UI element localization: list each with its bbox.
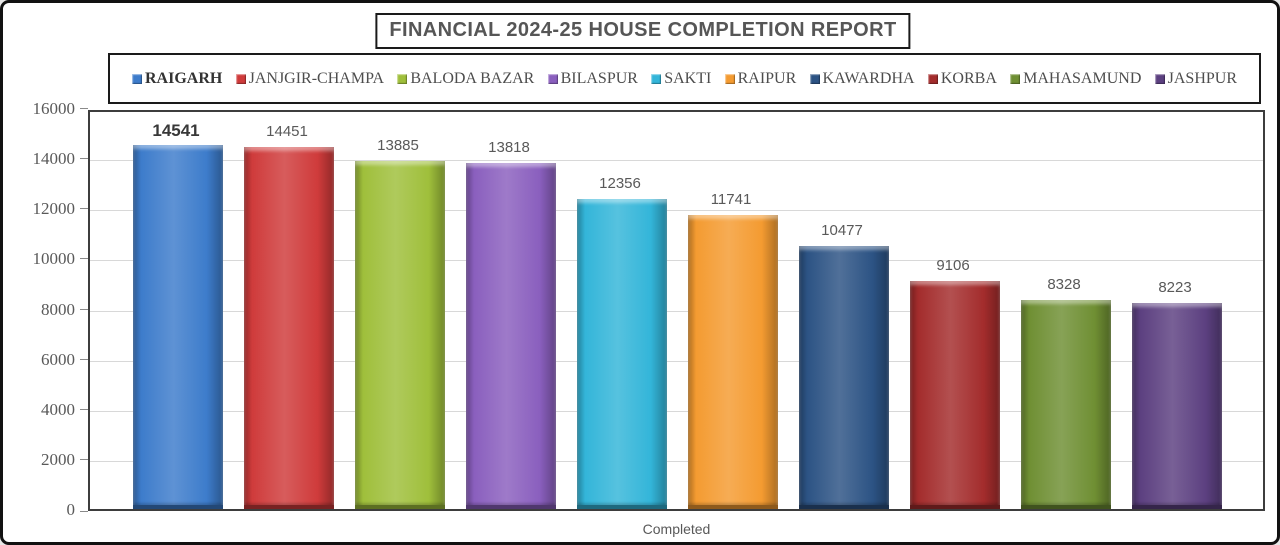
legend-swatch-icon <box>927 73 938 84</box>
y-tick-label: 12000 <box>32 199 76 219</box>
legend-swatch-icon <box>1154 73 1165 84</box>
plot-area <box>88 110 1265 511</box>
legend-item-raigarh: RAIGARH <box>132 70 222 88</box>
legend-swatch-icon <box>235 73 246 84</box>
y-tick-label: 8000 <box>41 299 75 319</box>
y-axis-tick <box>80 258 88 260</box>
y-tick-label: 4000 <box>41 399 75 419</box>
y-axis-tick <box>80 108 88 109</box>
y-tick-label: 10000 <box>32 249 76 269</box>
bar-janjgir-champa <box>244 147 334 509</box>
legend-label: SAKTI <box>664 69 712 87</box>
bar-value-label: 12356 <box>599 175 641 192</box>
y-axis-tick <box>80 308 88 310</box>
legend-label: BILASPUR <box>560 69 638 87</box>
gridline <box>90 310 1263 312</box>
chart-title: FINANCIAL 2024-25 HOUSE COMPLETION REPOR… <box>375 13 911 49</box>
gridline <box>90 410 1263 412</box>
y-axis-tick <box>80 358 88 360</box>
legend-swatch-icon <box>132 73 142 84</box>
legend-item-kawardha: KAWARDHA <box>809 69 915 88</box>
legend-label: RAIPUR <box>737 69 797 87</box>
bar-value-label: 14541 <box>152 121 200 140</box>
legend-label: KAWARDHA <box>822 69 915 87</box>
bar-value-label: 14451 <box>266 123 308 140</box>
legend-label: JASHPUR <box>1167 69 1237 87</box>
bar-value-label: 13818 <box>488 139 530 156</box>
gridline <box>90 210 1263 212</box>
bar-baloda-bazar <box>355 161 445 509</box>
legend-swatch-icon <box>1010 73 1021 84</box>
legend-item-mahasamund: MAHASAMUND <box>1010 70 1141 88</box>
legend-item-bilaspur: BILASPUR <box>547 69 638 88</box>
y-tick-label: 16000 <box>32 99 76 118</box>
bar-value-label: 8223 <box>1158 279 1192 296</box>
legend-item-korba: KORBA <box>927 69 997 88</box>
bar-mahasamund <box>1021 300 1111 509</box>
legend-label: JANJGIR-CHAMPA <box>248 69 385 87</box>
legend-item-jashpur: JASHPUR <box>1154 69 1237 88</box>
y-axis-tick <box>80 158 88 160</box>
legend-swatch-icon <box>809 73 820 84</box>
y-axis-tick <box>80 208 88 210</box>
y-tick-label: 0 <box>66 500 76 519</box>
y-axis-tick <box>80 511 88 512</box>
legend-item-baloda-bazar: BALODA BAZAR <box>397 70 534 88</box>
legend-label: MAHASAMUND <box>1023 69 1142 87</box>
bar-value-label: 11741 <box>710 191 752 208</box>
bar-raipur <box>688 215 778 509</box>
gridline <box>90 160 1263 162</box>
bar-raigarh <box>133 145 223 509</box>
bar-kawardha <box>799 246 889 509</box>
y-tick-label: 6000 <box>41 349 75 369</box>
gridline <box>90 260 1263 262</box>
bar-value-label: 10477 <box>821 222 863 239</box>
x-axis-label: Completed <box>642 521 711 537</box>
legend-item-raipur: RAIPUR <box>724 69 797 88</box>
y-tick-label: 2000 <box>41 449 75 469</box>
bar-korba <box>910 281 1000 509</box>
legend-label: KORBA <box>940 69 997 87</box>
legend: RAIGARH JANJGIR-CHAMPA BALODA BAZAR BILASPU… <box>108 53 1261 104</box>
bar-bilaspur <box>466 163 556 509</box>
y-tick-label: 14000 <box>32 149 76 169</box>
legend-swatch-icon <box>651 73 662 84</box>
y-axis-tick <box>80 408 88 410</box>
bar-value-label: 13885 <box>377 137 419 154</box>
bar-value-label: 8328 <box>1047 276 1081 293</box>
gridline <box>90 460 1263 462</box>
legend-label: BALODA BAZAR <box>410 69 535 87</box>
y-axis-tick <box>80 458 88 460</box>
legend-swatch-icon <box>547 73 558 84</box>
legend-label: RAIGARH <box>145 69 223 87</box>
gridline <box>90 360 1263 362</box>
legend-item-janjgir-champa: JANJGIR-CHAMPA <box>235 69 385 88</box>
legend-swatch-icon <box>397 73 408 84</box>
legend-item-sakti: SAKTI <box>651 70 711 88</box>
bar-jashpur <box>1132 303 1222 509</box>
legend-swatch-icon <box>724 73 735 84</box>
bar-sakti <box>577 199 667 509</box>
bar-value-label: 9106 <box>936 257 970 274</box>
